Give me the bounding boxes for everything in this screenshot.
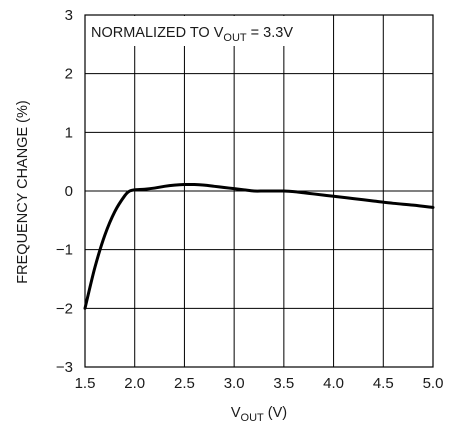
y-tick-label: 0 <box>65 183 73 200</box>
x-tick-label: 1.5 <box>75 375 96 392</box>
x-axis-title: VOUT (V) <box>231 405 287 424</box>
y-tick-label: −2 <box>56 300 73 317</box>
x-tick-label: 3.5 <box>273 375 294 392</box>
annotation-suffix: = 3.3V <box>247 25 294 41</box>
y-tick-label: 2 <box>65 66 73 83</box>
x-axis-title-suffix: (V) <box>264 405 287 421</box>
x-tick-label: 2.5 <box>174 375 195 392</box>
y-tick-label: −1 <box>56 242 73 259</box>
y-tick-label: 1 <box>65 124 73 141</box>
x-tick-label: 4.0 <box>323 375 344 392</box>
y-tick-label: −3 <box>56 359 73 376</box>
x-tick-label: 2.0 <box>124 375 145 392</box>
annotation-prefix: NORMALIZED TO V <box>91 25 224 41</box>
x-tick-label: 5.0 <box>423 375 444 392</box>
y-tick-label: 3 <box>65 7 73 24</box>
y-tick-labels: 3 2 1 0 −1 −2 −3 <box>56 7 73 376</box>
frequency-change-line <box>85 184 433 308</box>
annotation-subscript: OUT <box>223 32 247 44</box>
x-tick-labels: 1.5 2.0 2.5 3.0 3.5 4.0 4.5 5.0 <box>75 375 444 392</box>
x-tick-label: 3.0 <box>224 375 245 392</box>
x-axis-title-subscript: OUT <box>241 412 265 424</box>
x-axis-title-main: V <box>231 405 241 421</box>
y-axis-title: FREQUENCY CHANGE (%) <box>15 100 31 283</box>
x-tick-label: 4.5 <box>373 375 394 392</box>
